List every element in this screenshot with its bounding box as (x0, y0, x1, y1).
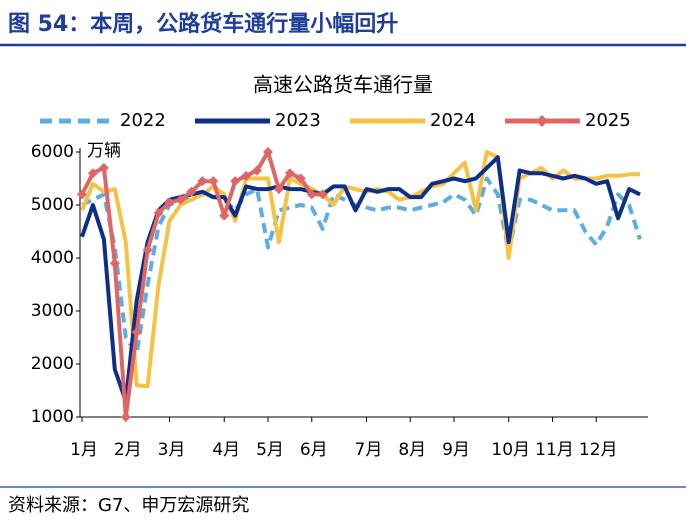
point-marker (164, 197, 175, 208)
point-marker (230, 176, 241, 187)
legend-label: 2023 (275, 110, 321, 131)
point-marker (208, 176, 219, 187)
x-tick-label: 12月 (579, 440, 618, 460)
point-marker (153, 207, 164, 218)
y-tick-label: 4000 (31, 248, 74, 268)
point-marker (109, 258, 120, 269)
source: 资料来源：G7、申万宏源研究 (8, 495, 249, 516)
y-tick-label: 1000 (31, 407, 74, 427)
y-unit: 万辆 (87, 141, 121, 161)
legend-label: 2022 (120, 110, 166, 131)
y-tick-label: 5000 (31, 195, 74, 215)
point-marker (87, 168, 98, 179)
point-marker (219, 210, 230, 221)
series-line (81, 176, 642, 356)
series-line (80, 155, 641, 404)
x-tick-label: 4月 (212, 440, 240, 460)
point-marker (317, 189, 328, 200)
x-tick-label: 5月 (256, 440, 284, 460)
point-marker (197, 176, 208, 187)
point-marker (241, 170, 252, 181)
point-marker (175, 194, 186, 205)
x-tick-label: 10月 (491, 440, 530, 460)
y-tick-label: 2000 (31, 354, 74, 374)
x-tick-label: 1月 (70, 440, 98, 460)
point-marker (98, 162, 109, 173)
y-tick-label: 6000 (31, 142, 74, 162)
point-marker (186, 186, 197, 197)
y-tick-label: 3000 (31, 301, 74, 321)
chart-title: 高速公路货车通行量 (253, 73, 433, 97)
point-marker (77, 189, 87, 200)
point-marker (284, 168, 295, 179)
x-tick-label: 8月 (398, 440, 426, 460)
x-tick-label: 7月 (355, 440, 383, 460)
point-marker (131, 327, 142, 338)
point-marker (120, 412, 131, 422)
x-tick-label: 3月 (158, 440, 186, 460)
x-tick-label: 6月 (300, 440, 328, 460)
point-marker (295, 173, 306, 184)
series-line (80, 150, 640, 389)
legend-label: 2025 (585, 110, 631, 131)
legend-marker (536, 115, 548, 127)
point-marker (306, 189, 317, 200)
point-marker (273, 184, 284, 195)
point-marker (252, 165, 263, 176)
header-title: 图 54：本周，公路货车通行量小幅回升 (8, 11, 398, 37)
legend-label: 2024 (430, 110, 476, 131)
x-tick-label: 11月 (535, 440, 574, 460)
x-tick-label: 2月 (114, 440, 142, 460)
x-tick-label: 9月 (442, 440, 470, 460)
point-marker (142, 245, 153, 256)
point-marker (263, 147, 273, 157)
